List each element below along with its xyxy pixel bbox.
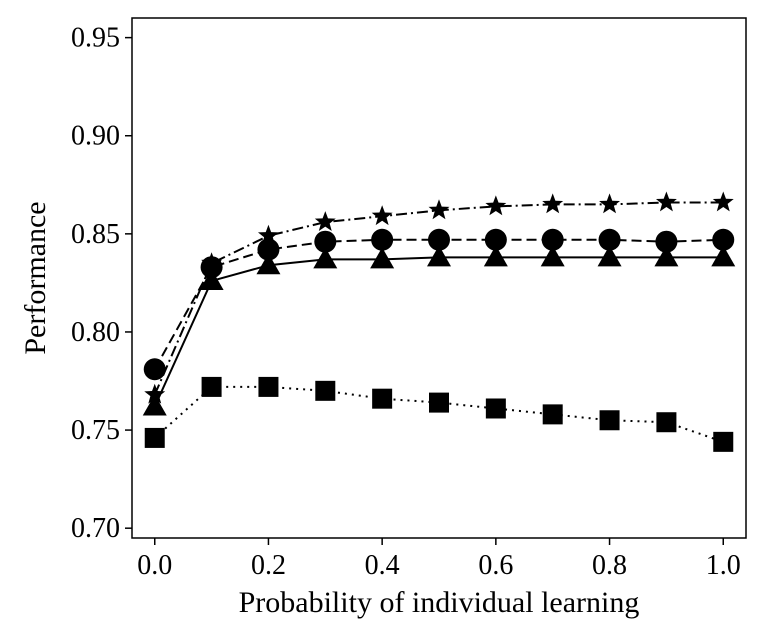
data-point-triangle xyxy=(256,253,281,275)
data-point-circle xyxy=(541,228,564,251)
y-tick-label: 0.75 xyxy=(71,415,120,446)
series-layer xyxy=(142,191,736,452)
data-point-triangle xyxy=(370,247,395,269)
data-point-triangle xyxy=(540,245,565,267)
data-point-star xyxy=(257,224,279,245)
data-point-star xyxy=(314,211,336,231)
data-point-square xyxy=(315,380,336,401)
y-axis-label: Performance xyxy=(19,201,52,354)
y-tick-label: 0.85 xyxy=(71,219,120,250)
data-point-square xyxy=(485,398,506,419)
x-tick-label: 0.0 xyxy=(137,550,172,581)
data-point-circle xyxy=(484,228,507,251)
data-point-triangle xyxy=(711,245,736,267)
data-point-triangle xyxy=(483,245,508,267)
data-point-circle xyxy=(257,238,280,261)
x-tick-label: 0.4 xyxy=(365,550,400,581)
data-point-triangle xyxy=(654,245,679,267)
data-point-square xyxy=(542,404,563,425)
data-point-triangle xyxy=(199,268,224,290)
data-point-circle xyxy=(143,358,166,381)
data-point-square xyxy=(656,412,677,433)
data-point-star xyxy=(655,191,677,212)
data-point-square xyxy=(258,376,279,397)
data-point-circle xyxy=(598,228,621,251)
data-point-star xyxy=(371,205,393,226)
data-point-triangle xyxy=(597,245,622,267)
data-point-star xyxy=(485,195,507,216)
data-point-star xyxy=(542,193,564,214)
series-triangle xyxy=(142,245,736,416)
data-point-square xyxy=(144,427,165,448)
series-square xyxy=(144,376,734,452)
series-line-triangle xyxy=(153,256,724,407)
y-tick-label: 0.95 xyxy=(71,23,120,54)
data-point-circle xyxy=(314,230,337,253)
series-star xyxy=(144,191,734,404)
x-axis: 0.0 0.2 0.4 0.6 0.8 1.0 xyxy=(137,538,741,581)
x-tick-label: 1.0 xyxy=(706,550,741,581)
x-tick-label: 0.2 xyxy=(251,550,286,581)
data-point-circle xyxy=(428,228,450,251)
x-tick-label: 0.6 xyxy=(478,550,513,581)
data-point-star xyxy=(599,193,621,214)
plot-frame xyxy=(131,17,747,539)
x-tick-label: 0.8 xyxy=(592,550,627,581)
data-point-square xyxy=(429,392,449,413)
data-point-square xyxy=(599,410,620,431)
data-point-triangle xyxy=(427,245,451,267)
x-axis-label: Probability of individual learning xyxy=(239,586,640,619)
data-point-star xyxy=(428,199,450,220)
y-tick-label: 0.80 xyxy=(71,317,120,348)
y-tick-label: 0.70 xyxy=(71,513,120,544)
data-point-triangle xyxy=(313,247,338,269)
data-point-circle xyxy=(200,256,223,279)
series-circle xyxy=(143,228,735,381)
data-point-square xyxy=(201,376,222,397)
data-point-triangle xyxy=(142,394,167,416)
data-point-circle xyxy=(371,228,394,251)
data-point-circle xyxy=(655,230,678,253)
data-point-square xyxy=(372,388,393,409)
data-point-star xyxy=(144,383,166,404)
data-point-square xyxy=(713,431,734,452)
y-tick-label: 0.90 xyxy=(71,121,120,152)
data-point-star xyxy=(712,191,734,212)
y-axis: 0.70 0.75 0.80 0.85 0.90 0.95 xyxy=(71,23,132,544)
data-point-circle xyxy=(712,228,735,251)
